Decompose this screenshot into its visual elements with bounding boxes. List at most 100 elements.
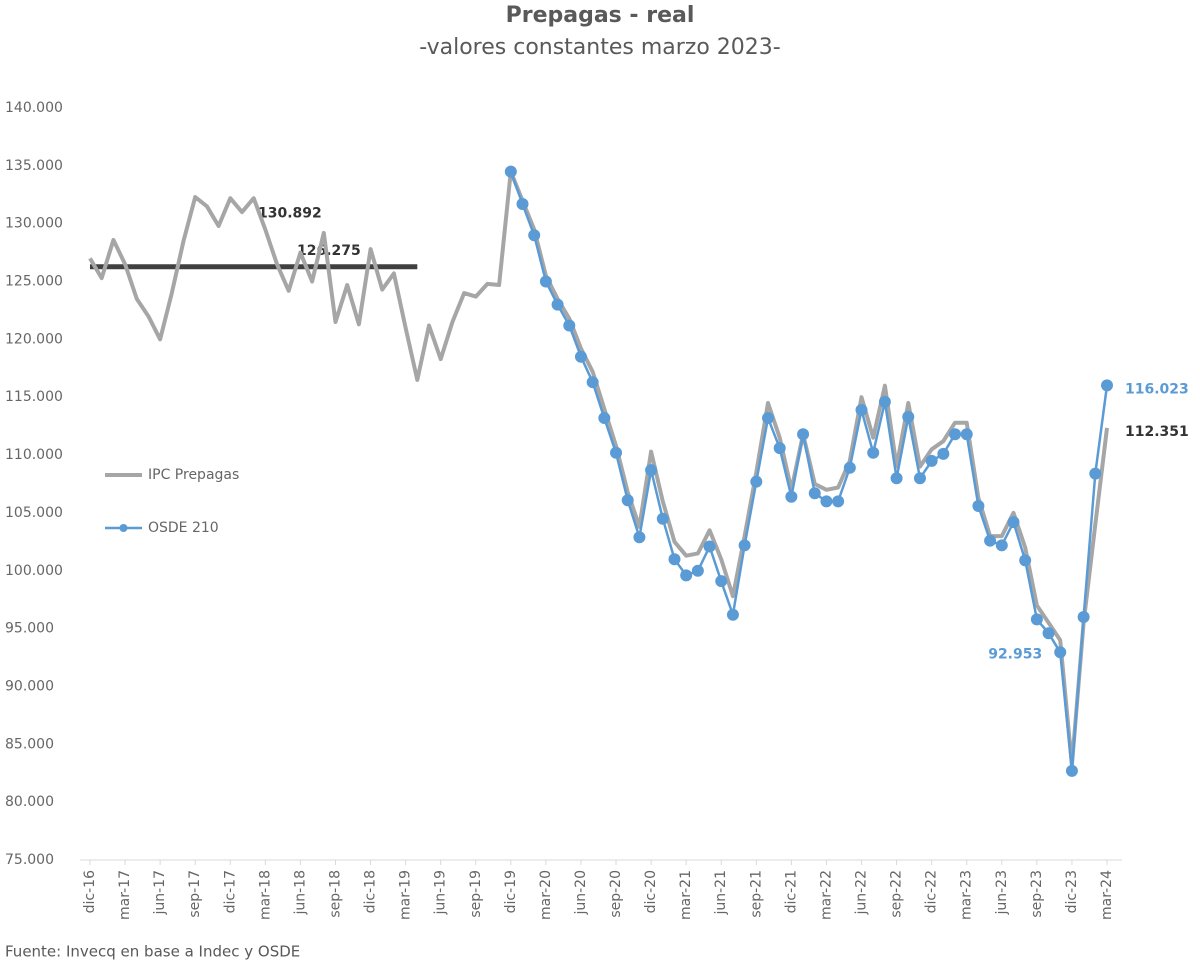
x-tick-label: jun-21 (713, 870, 729, 916)
x-tick-label: jun-23 (994, 870, 1010, 916)
data-point (1007, 516, 1020, 529)
data-point (563, 319, 576, 332)
x-tick-label: jun-20 (573, 870, 589, 916)
x-tick-label: jun-22 (854, 870, 870, 916)
data-point (1054, 646, 1067, 659)
y-tick-label: 100.000 (5, 563, 63, 579)
data-point (1042, 627, 1055, 640)
annotation: 130.892 (258, 205, 322, 221)
y-tick-label: 90.000 (5, 678, 54, 694)
x-tick-label: dic-20 (643, 870, 659, 913)
data-point (785, 490, 798, 503)
x-tick-label: dic-23 (1064, 870, 1080, 913)
data-point (902, 410, 915, 423)
legend-label: OSDE 210 (148, 520, 219, 536)
reference-label: 126.275 (297, 243, 361, 259)
data-point (551, 298, 564, 311)
x-tick-label: sep-23 (1029, 870, 1045, 918)
x-tick-label: jun-19 (433, 870, 449, 916)
data-point (820, 495, 833, 508)
x-tick-label: sep-17 (187, 870, 203, 918)
data-point (1030, 613, 1043, 626)
legend-label: IPC Prepagas (148, 467, 239, 483)
x-tick-label: mar-24 (1099, 870, 1115, 920)
data-point (574, 350, 587, 363)
chart-title: Prepagas - real (506, 3, 695, 28)
data-point (867, 446, 880, 459)
data-point (972, 499, 985, 512)
data-point (504, 165, 517, 178)
x-tick-label: dic-18 (363, 870, 379, 913)
data-point (656, 512, 669, 525)
data-point (773, 442, 786, 455)
series-line (509, 171, 1109, 773)
y-tick-label: 95.000 (5, 621, 54, 637)
data-point (1065, 764, 1078, 777)
data-point (633, 531, 646, 544)
data-point (726, 608, 739, 621)
data-point (1089, 467, 1102, 480)
x-tick-label: mar-18 (257, 870, 273, 920)
data-point (680, 569, 693, 582)
data-point (668, 553, 681, 566)
chart-subtitle: -valores constantes marzo 2023- (419, 35, 781, 60)
data-point (937, 447, 950, 460)
y-tick-label: 130.000 (5, 216, 63, 232)
x-tick-label: sep-22 (889, 870, 905, 918)
x-tick-label: dic-16 (82, 870, 98, 913)
data-point (1077, 611, 1090, 624)
data-point (949, 428, 962, 441)
y-tick-label: 85.000 (5, 736, 54, 752)
x-tick-label: sep-20 (608, 870, 624, 918)
y-tick-label: 110.000 (5, 447, 63, 463)
data-point (703, 540, 716, 553)
data-point (539, 275, 552, 288)
y-tick-label: 140.000 (5, 100, 63, 116)
data-point (610, 446, 623, 459)
x-tick-label: dic-21 (783, 870, 799, 913)
data-point (832, 495, 845, 508)
data-point (855, 403, 868, 416)
data-point (528, 229, 541, 242)
y-tick-label: 115.000 (5, 389, 63, 405)
data-point (715, 575, 728, 588)
data-point (645, 464, 658, 477)
y-tick-label: 120.000 (5, 331, 63, 347)
y-tick-label: 125.000 (5, 274, 63, 290)
data-point (995, 539, 1008, 552)
y-tick-label: 135.000 (5, 158, 63, 174)
x-tick-label: mar-20 (538, 870, 554, 920)
data-label: 92.953 (988, 646, 1042, 662)
data-point (1019, 554, 1032, 567)
data-point (808, 487, 821, 500)
legend-marker (119, 524, 128, 532)
x-tick-label: sep-19 (468, 870, 484, 918)
data-label: 112.351 (1125, 424, 1189, 440)
data-point (913, 472, 926, 485)
x-tick-label: sep-18 (327, 870, 343, 918)
x-tick-label: sep-21 (748, 870, 764, 918)
x-tick-label: dic-22 (924, 870, 940, 913)
data-point (621, 494, 634, 507)
data-point (691, 564, 704, 577)
x-tick-label: mar-21 (678, 870, 694, 920)
data-point (960, 428, 973, 441)
data-point (1101, 379, 1113, 392)
x-tick-label: mar-19 (398, 870, 414, 920)
x-tick-label: mar-22 (818, 870, 834, 920)
data-point (925, 454, 938, 467)
data-point (586, 376, 599, 389)
x-tick-label: dic-19 (503, 870, 519, 913)
y-tick-label: 105.000 (5, 505, 63, 521)
data-point (598, 412, 611, 425)
data-point (890, 472, 903, 485)
x-tick-label: mar-23 (959, 870, 975, 920)
y-tick-label: 80.000 (5, 794, 54, 810)
y-tick-label: 75.000 (5, 852, 54, 868)
data-point (797, 428, 810, 441)
data-label: 116.023 (1125, 381, 1189, 397)
data-point (843, 461, 856, 474)
data-point (516, 198, 529, 211)
data-point (738, 539, 751, 552)
